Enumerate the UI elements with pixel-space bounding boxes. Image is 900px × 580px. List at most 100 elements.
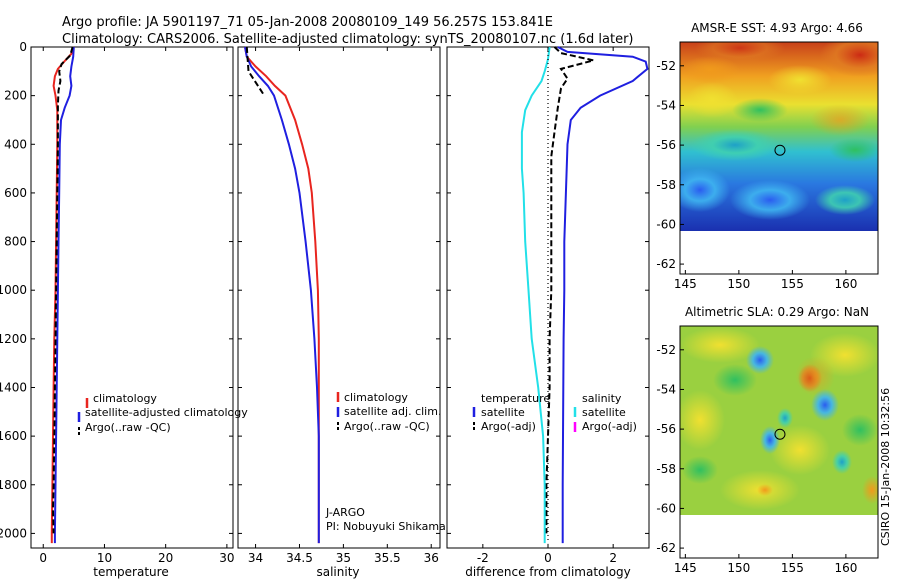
lon-tick-label: 160 xyxy=(834,561,857,575)
difference-legend: temperature satellite Argo(-adj) salinit… xyxy=(472,392,637,433)
salinity-depth-ticks xyxy=(238,46,440,534)
header-line-1: Argo profile: JA 5901197_71 05-Jan-2008 … xyxy=(62,15,553,30)
legend-temp-argo: Argo(-adj) xyxy=(481,420,536,433)
y-tick-label: 200 xyxy=(4,89,27,103)
lon-tick-label: 155 xyxy=(781,277,804,291)
argo-position-circle xyxy=(774,428,786,440)
lon-tick-label: 155 xyxy=(781,561,804,575)
x-tick-label: 0 xyxy=(544,551,552,565)
salinity-series-lines xyxy=(244,46,320,544)
x-tick-label: 35.5 xyxy=(374,551,401,565)
series-line xyxy=(244,46,320,544)
x-tick-label: 0 xyxy=(39,551,47,565)
lat-tick-label: -60 xyxy=(656,501,676,515)
salinity-legend: climatology satellite adj. clim. Argo(..… xyxy=(336,391,441,433)
sst-heatmap xyxy=(680,42,878,231)
sst-lat-ticks: -52 -54 -56 -58 -60 -62 xyxy=(656,59,684,271)
x-tick-label: 30 xyxy=(219,551,234,565)
argo-position-circle xyxy=(774,144,786,156)
lon-tick-label: 145 xyxy=(674,277,697,291)
lat-tick-label: -52 xyxy=(656,343,676,357)
legend-sal-argo-diff: Argo(-adj) xyxy=(582,420,637,433)
series-line xyxy=(51,46,74,534)
legend-sal-satellite-diff: satellite xyxy=(582,406,626,419)
x-tick-label: 20 xyxy=(158,551,173,565)
legend-salinity-heading: salinity xyxy=(582,392,622,405)
lon-tick-label: 150 xyxy=(727,561,750,575)
series-line xyxy=(557,46,649,544)
y-tick-label: 1600 xyxy=(0,429,27,443)
legend-temp-satellite: satellite xyxy=(481,406,525,419)
sla-lat-ticks: -52 -54 -56 -58 -60 -62 xyxy=(656,343,684,555)
difference-axis-label: difference from climatology xyxy=(465,565,631,579)
sla-map-frame xyxy=(679,325,879,559)
depth-axis-ticks: 0 200 400 600 800 1000 1200 1400 1600 1800 2000 xyxy=(0,40,233,540)
y-tick-label: 1800 xyxy=(0,478,27,492)
y-tick-label: 800 xyxy=(4,235,27,249)
x-tick-label: 36 xyxy=(424,551,439,565)
temperature-profile-panel: 0 200 400 600 800 1000 1200 1400 1600 1800 2000 0 1… xyxy=(0,40,248,579)
lat-tick-label: -56 xyxy=(656,422,676,436)
y-tick-label: 600 xyxy=(4,186,27,200)
sla-map-title: Altimetric SLA: 0.29 Argo: NaN xyxy=(685,305,869,319)
sla-lon-ticks: 145 150 155 160 xyxy=(674,554,857,575)
sst-map-title: AMSR-E SST: 4.93 Argo: 4.66 xyxy=(691,21,863,35)
x-tick-label: 10 xyxy=(97,551,112,565)
y-tick-label: 1400 xyxy=(0,380,27,394)
salinity-axis-ticks: 34 34.5 35 35.5 36 xyxy=(248,47,439,565)
difference-depth-ticks xyxy=(447,46,649,534)
legend-climatology: climatology xyxy=(93,392,157,405)
sla-map-panel: Altimetric SLA: 0.29 Argo: NaN 145 150 155… xyxy=(656,305,879,575)
sla-argo-location-marker xyxy=(774,428,786,440)
difference-series-lines xyxy=(520,46,649,544)
lat-tick-label: -56 xyxy=(656,138,676,152)
legend-temperature-heading: temperature xyxy=(481,392,550,405)
sst-argo-location-marker xyxy=(774,144,786,156)
series-line xyxy=(520,46,551,544)
legend-sal-climatology: climatology xyxy=(344,391,408,404)
salinity-axes-frame xyxy=(237,46,441,549)
legend-sal-argo: Argo(..raw -QC) xyxy=(344,420,430,433)
program-annotation: J-ARGO xyxy=(325,506,365,519)
lat-tick-label: -60 xyxy=(656,217,676,231)
sla-heatmap xyxy=(680,326,878,515)
lon-tick-label: 150 xyxy=(727,277,750,291)
salinity-axis-label: salinity xyxy=(316,565,359,579)
pi-annotation: PI: Nobuyuki Shikama xyxy=(326,520,446,533)
series-line xyxy=(53,46,75,544)
temperature-axes-frame xyxy=(30,46,234,549)
lat-tick-label: -58 xyxy=(656,178,676,192)
difference-profile-panel: -2 0 2 difference from climatology tempera… xyxy=(446,46,650,579)
temperature-axis-ticks: 0 10 20 30 xyxy=(39,47,235,565)
lat-tick-label: -58 xyxy=(656,462,676,476)
lat-tick-label: -54 xyxy=(656,98,676,112)
legend-sal-satellite: satellite adj. clim. xyxy=(344,405,441,418)
y-tick-label: 1000 xyxy=(0,283,27,297)
lat-tick-label: -54 xyxy=(656,382,676,396)
lon-tick-label: 145 xyxy=(674,561,697,575)
temperature-legend: climatology satellite-adjusted climatolo… xyxy=(77,392,248,437)
y-tick-label: 0 xyxy=(19,40,27,54)
sst-map-frame xyxy=(679,41,879,275)
sst-lon-ticks: 145 150 155 160 xyxy=(674,270,857,291)
temperature-axis-label: temperature xyxy=(93,565,168,579)
lat-tick-label: -52 xyxy=(656,59,676,73)
x-tick-label: -2 xyxy=(477,551,489,565)
sst-map-panel: AMSR-E SST: 4.93 Argo: 4.66 145 150 155 160… xyxy=(656,21,879,291)
lat-tick-label: -62 xyxy=(656,257,676,271)
difference-axes-frame xyxy=(446,46,650,549)
legend-argo: Argo(..raw -QC) xyxy=(85,421,171,434)
legend-satellite-adjusted: satellite-adjusted climatology xyxy=(85,406,248,419)
lon-tick-label: 160 xyxy=(834,277,857,291)
y-tick-label: 400 xyxy=(4,137,27,151)
side-timestamp: CSIRO 15-Jan-2008 10:32:56 xyxy=(879,388,892,546)
y-tick-label: 1200 xyxy=(0,332,27,346)
header-line-2: Climatology: CARS2006. Satellite-adjuste… xyxy=(62,32,634,47)
x-tick-label: 34.5 xyxy=(286,551,313,565)
lat-tick-label: -62 xyxy=(656,541,676,555)
temperature-series-lines xyxy=(50,46,75,544)
y-tick-label: 2000 xyxy=(0,526,27,540)
x-tick-label: 34 xyxy=(248,551,263,565)
salinity-profile-panel: 34 34.5 35 35.5 36 salinity climatology sate… xyxy=(237,46,446,579)
